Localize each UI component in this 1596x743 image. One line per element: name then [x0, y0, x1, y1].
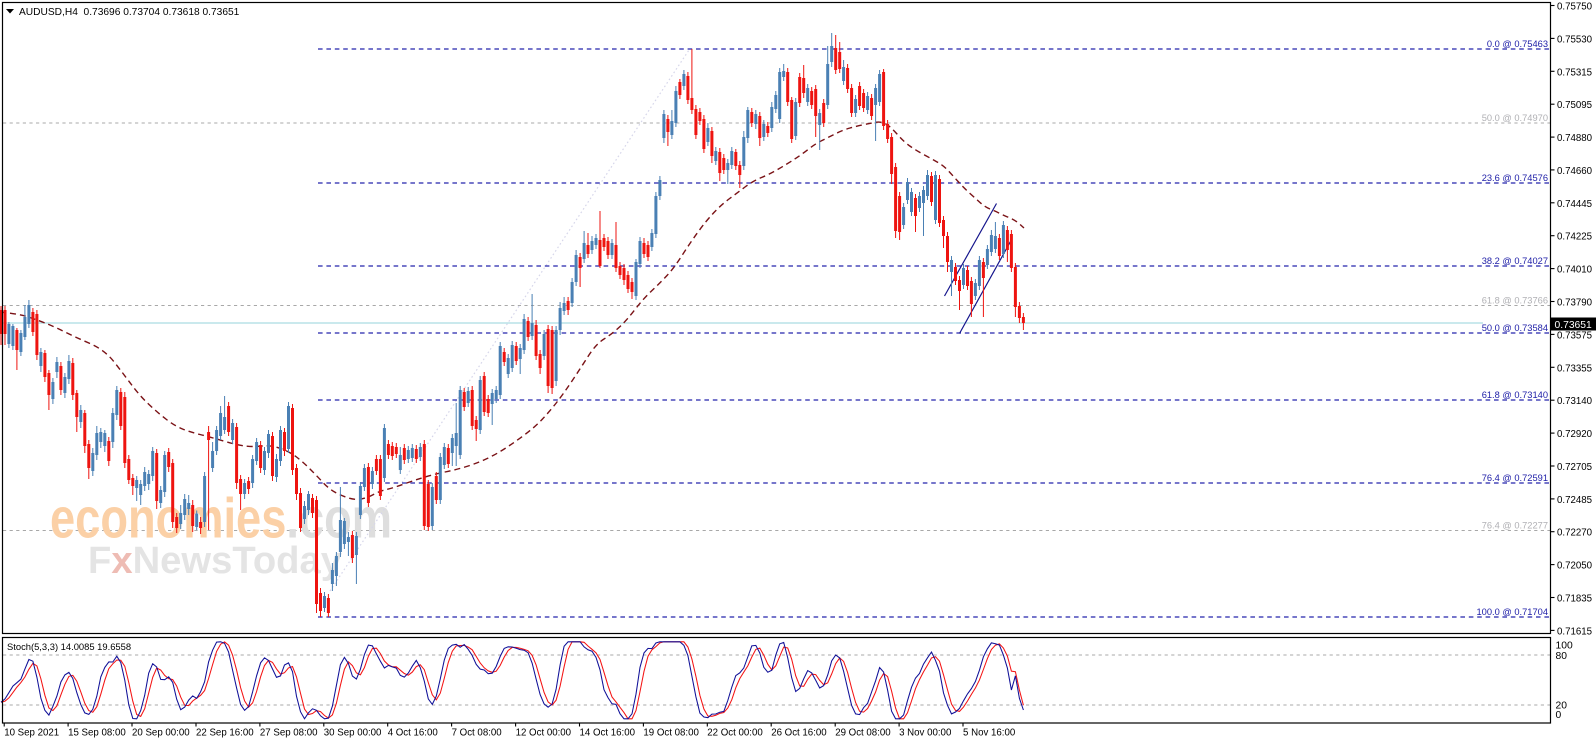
svg-text:61.8 @ 0.73766: 61.8 @ 0.73766: [1482, 296, 1548, 306]
svg-text:23.6 @ 0.74576: 23.6 @ 0.74576: [1482, 173, 1548, 183]
svg-text:19 Oct 08:00: 19 Oct 08:00: [643, 728, 699, 739]
svg-text:27 Sep 08:00: 27 Sep 08:00: [260, 728, 318, 739]
svg-text:100.0 @ 0.71704: 100.0 @ 0.71704: [1477, 607, 1548, 617]
svg-text:0.0 @ 0.75463: 0.0 @ 0.75463: [1487, 39, 1548, 49]
svg-text:38.2 @ 0.74027: 38.2 @ 0.74027: [1482, 256, 1548, 266]
svg-text:0.72270: 0.72270: [1557, 528, 1593, 539]
svg-text:0.73651: 0.73651: [1555, 320, 1592, 331]
svg-text:0.73355: 0.73355: [1557, 363, 1592, 374]
svg-text:0.74010: 0.74010: [1557, 265, 1593, 276]
svg-text:15 Sep 08:00: 15 Sep 08:00: [68, 728, 126, 739]
svg-text:20 Sep 00:00: 20 Sep 00:00: [132, 728, 190, 739]
svg-text:0.75750: 0.75750: [1557, 2, 1593, 13]
svg-text:100: 100: [1556, 640, 1573, 651]
svg-text:0.72705: 0.72705: [1557, 462, 1592, 473]
svg-text:76.4 @ 0.72591: 76.4 @ 0.72591: [1482, 473, 1548, 483]
svg-text:0.72050: 0.72050: [1557, 561, 1593, 572]
svg-text:0.74445: 0.74445: [1557, 199, 1592, 210]
svg-text:80: 80: [1556, 651, 1568, 662]
svg-text:10 Sep 2021: 10 Sep 2021: [4, 728, 59, 739]
svg-text:Stoch(5,3,3) 14.0085 19.6558: Stoch(5,3,3) 14.0085 19.6558: [7, 641, 131, 652]
svg-text:30 Sep 00:00: 30 Sep 00:00: [324, 728, 382, 739]
svg-text:20: 20: [1556, 701, 1568, 712]
svg-text:50.0 @ 0.73584: 50.0 @ 0.73584: [1482, 323, 1548, 333]
svg-text:0.71835: 0.71835: [1557, 594, 1592, 605]
svg-text:7 Oct 08:00: 7 Oct 08:00: [452, 728, 503, 739]
svg-text:0.74880: 0.74880: [1557, 133, 1593, 144]
svg-text:12 Oct 00:00: 12 Oct 00:00: [516, 728, 572, 739]
svg-text:76.4 @ 0.72277: 76.4 @ 0.72277: [1482, 521, 1548, 531]
svg-text:0: 0: [1556, 710, 1562, 721]
svg-text:0.74225: 0.74225: [1557, 232, 1592, 243]
svg-text:14 Oct 16:00: 14 Oct 16:00: [580, 728, 636, 739]
svg-text:0.75530: 0.75530: [1557, 34, 1593, 45]
svg-text:61.8 @ 0.73140: 61.8 @ 0.73140: [1482, 390, 1548, 400]
svg-text:0.72920: 0.72920: [1557, 429, 1593, 440]
svg-text:5 Nov 16:00: 5 Nov 16:00: [963, 728, 1016, 739]
svg-text:0.73140: 0.73140: [1557, 396, 1593, 407]
svg-text:0.74660: 0.74660: [1557, 166, 1593, 177]
svg-text:22 Sep 16:00: 22 Sep 16:00: [196, 728, 254, 739]
svg-text:26 Oct 16:00: 26 Oct 16:00: [771, 728, 827, 739]
svg-text:50.0 @ 0.74970: 50.0 @ 0.74970: [1482, 113, 1548, 123]
svg-text:0.71615: 0.71615: [1557, 626, 1592, 637]
svg-text:0.75315: 0.75315: [1557, 67, 1592, 78]
svg-text:FxNewsToday: FxNewsToday: [88, 539, 343, 582]
svg-text:0.72485: 0.72485: [1557, 495, 1592, 506]
svg-text:22 Oct 00:00: 22 Oct 00:00: [707, 728, 763, 739]
svg-text:0.73575: 0.73575: [1557, 330, 1592, 341]
svg-text:29 Oct 08:00: 29 Oct 08:00: [835, 728, 891, 739]
svg-text:0.73790: 0.73790: [1557, 298, 1593, 309]
svg-text:AUDUSD,H4 0.73696 0.73704 0.7: AUDUSD,H4 0.73696 0.73704 0.73618 0.7365…: [19, 7, 240, 18]
svg-text:3 Nov 00:00: 3 Nov 00:00: [899, 728, 952, 739]
svg-text:4 Oct 16:00: 4 Oct 16:00: [388, 728, 439, 739]
svg-text:0.75095: 0.75095: [1557, 100, 1592, 111]
